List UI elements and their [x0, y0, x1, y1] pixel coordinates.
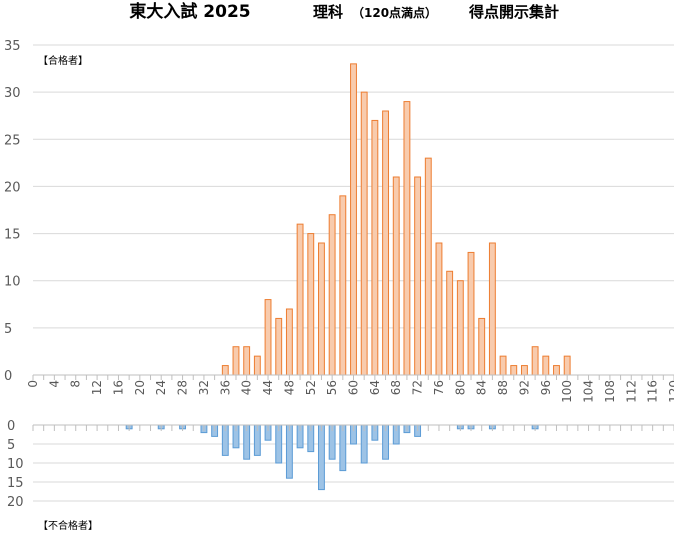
pass-bar [264, 299, 272, 376]
chart-scale-note: （120点満点） [352, 5, 437, 20]
chart-title: 東大入試 2025 [129, 1, 250, 22]
bottom-y-tick-label: 15 [7, 476, 24, 491]
pass-bar [275, 317, 283, 376]
pass-bar [531, 346, 539, 376]
fail-bar [339, 424, 347, 472]
x-tick-label: 80 [453, 380, 467, 395]
top-y-tick-label: 30 [4, 86, 21, 101]
pass-bar [382, 110, 389, 376]
x-tick-label: 88 [496, 380, 510, 395]
pass-series-label: 【合格者】 [38, 54, 88, 67]
fail-bar [318, 424, 325, 491]
x-tick-label: 84 [475, 380, 489, 395]
pass-bar [350, 63, 357, 376]
top-y-tick-label: 15 [4, 228, 21, 243]
x-tick-label: 48 [282, 380, 296, 395]
pass-bar [424, 157, 432, 376]
axes [32, 374, 674, 431]
pass-bar [285, 308, 293, 376]
top-y-tick-label: 20 [4, 180, 21, 195]
pass-bar [232, 346, 240, 376]
top-y-tick-label: 35 [4, 39, 21, 54]
bottom-y-tick-label: 0 [7, 419, 15, 434]
pass-bar [371, 119, 379, 376]
x-tick-label: 44 [261, 380, 275, 395]
x-tick-label: 64 [368, 380, 382, 395]
pass-bar [307, 233, 315, 376]
bottom-y-tick-label: 10 [7, 457, 24, 472]
x-tick-label: 20 [133, 380, 147, 395]
bottom-y-tick-label: 20 [7, 495, 24, 510]
pass-bar [243, 346, 251, 376]
fail-bar [285, 424, 293, 479]
pass-bar [253, 355, 261, 376]
x-tick-label: 28 [176, 380, 190, 395]
pass-bar [339, 195, 347, 376]
top-y-tick-label: 5 [4, 322, 12, 337]
chart-description: 得点開示集計 [468, 3, 559, 21]
pass-bar [478, 317, 486, 376]
bars [125, 63, 571, 491]
pass-bar [296, 223, 304, 376]
top-y-tick-label: 25 [4, 133, 21, 148]
pass-bar [488, 242, 496, 376]
x-tick-label: 52 [304, 380, 318, 395]
x-tick-label: 8 [69, 380, 83, 388]
x-tick-label: 40 [240, 380, 254, 395]
x-tick-label: 96 [539, 380, 553, 395]
pass-bar [392, 176, 400, 376]
x-tick-label: 108 [603, 380, 617, 403]
top-y-tick-label: 10 [4, 275, 21, 290]
pass-bar [446, 270, 454, 376]
pass-bar [318, 242, 325, 376]
x-tick-label: 120 [667, 380, 674, 403]
x-tick-label: 76 [432, 380, 446, 395]
pass-bar [510, 365, 518, 376]
pass-bar [542, 355, 550, 376]
top-y-tick-label: 0 [4, 369, 12, 384]
bottom-y-tick-label: 5 [7, 438, 15, 453]
pass-bar [553, 365, 560, 376]
x-tick-label: 36 [218, 380, 232, 395]
x-tick-label: 112 [624, 380, 638, 403]
pass-bar [414, 176, 422, 376]
pass-bar [563, 355, 571, 376]
pass-bar [221, 365, 229, 376]
pass-bar [467, 251, 475, 376]
fail-series-label: 【不合格者】 [38, 519, 98, 532]
x-tick-label: 4 [47, 380, 61, 388]
pass-bar [403, 101, 411, 376]
x-tick-label: 116 [646, 380, 660, 403]
pass-bar [456, 280, 464, 376]
pass-bar [328, 214, 336, 376]
x-tick-label: 104 [582, 380, 596, 403]
pass-bar [435, 242, 443, 376]
x-tick-label: 0 [26, 380, 40, 388]
x-tick-label: 68 [389, 380, 403, 395]
pass-bar [360, 91, 368, 376]
x-tick-label: 16 [111, 380, 125, 395]
pass-bar [499, 355, 507, 376]
chart-subject: 理科 [313, 3, 343, 21]
x-tick-label: 24 [154, 380, 168, 395]
x-tick-label: 32 [197, 380, 211, 395]
x-tick-label: 92 [517, 380, 531, 395]
x-tick-label: 60 [347, 380, 361, 395]
x-tick-label: 12 [90, 380, 104, 395]
x-tick-label: 72 [411, 380, 425, 395]
x-tick-label: 56 [325, 380, 339, 395]
pass-bar [520, 365, 528, 376]
x-tick-label: 100 [560, 380, 574, 403]
